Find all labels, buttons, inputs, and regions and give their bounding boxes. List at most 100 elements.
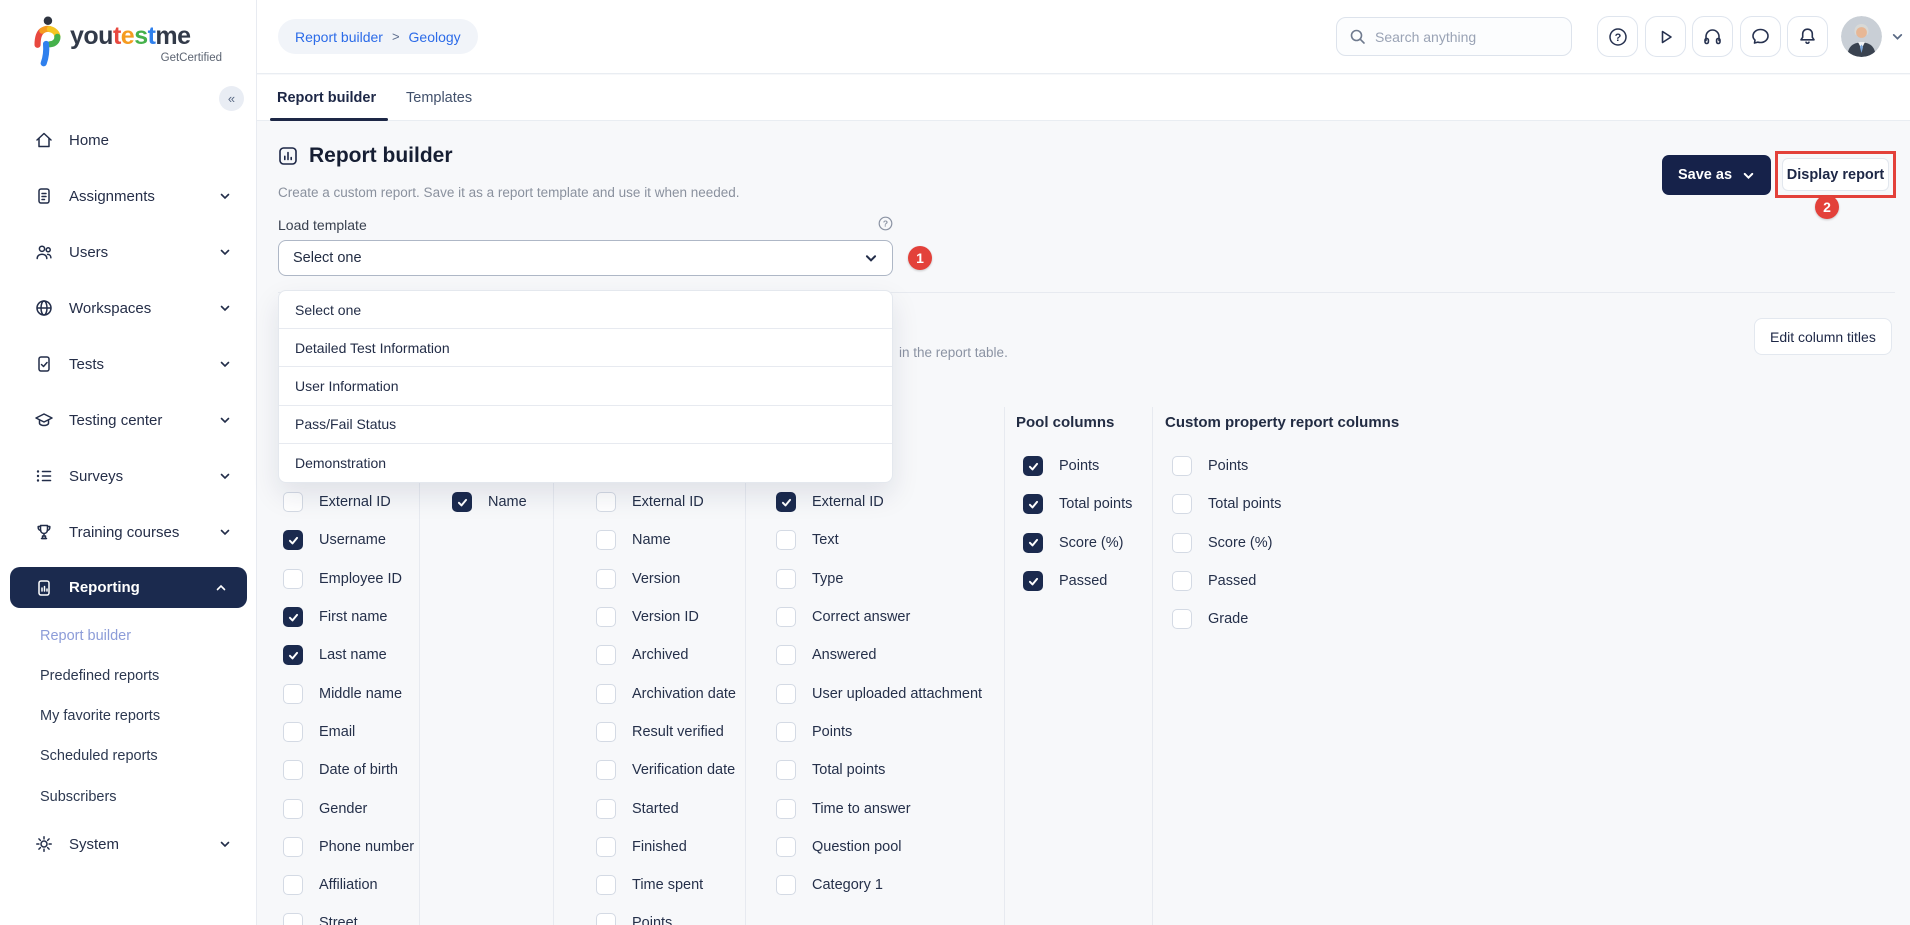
checkbox[interactable] xyxy=(1172,609,1192,630)
checkbox[interactable] xyxy=(596,683,616,704)
tab-report-builder[interactable]: Report builder xyxy=(277,90,377,106)
checkbox-item[interactable]: Finished xyxy=(596,828,736,866)
checkbox[interactable] xyxy=(1172,456,1192,477)
checkbox[interactable] xyxy=(776,683,796,704)
sidebar-item-training-courses[interactable]: Training courses xyxy=(0,504,257,560)
checkbox-item[interactable]: Total points xyxy=(776,751,982,789)
checkbox[interactable] xyxy=(776,607,796,628)
checkbox[interactable] xyxy=(283,836,303,857)
checkbox[interactable] xyxy=(283,875,303,896)
checkbox-item[interactable]: Category 1 xyxy=(776,866,982,904)
checkbox[interactable] xyxy=(776,645,796,666)
display-report-button[interactable]: Display report xyxy=(1782,158,1889,191)
checkbox-item[interactable]: Correct answer xyxy=(776,598,982,636)
notifications-button[interactable] xyxy=(1787,16,1828,57)
checkbox-item[interactable]: Points xyxy=(776,713,982,751)
checkbox-item[interactable]: External ID xyxy=(283,483,414,521)
avatar[interactable] xyxy=(1841,16,1882,57)
checkbox-item[interactable]: Date of birth xyxy=(283,751,414,789)
checkbox-item[interactable]: External ID xyxy=(776,483,982,521)
checkbox[interactable] xyxy=(452,492,472,513)
checkbox-item[interactable]: Name xyxy=(452,483,527,521)
breadcrumb-link-report-builder[interactable]: Report builder xyxy=(295,28,383,45)
tab-templates[interactable]: Templates xyxy=(406,90,473,106)
sidebar-item-reporting[interactable]: Reporting xyxy=(10,567,247,608)
dropdown-option[interactable]: Select one xyxy=(279,291,892,330)
sidebar-item-predefined-reports[interactable]: Predefined reports xyxy=(40,668,160,684)
checkbox-item[interactable]: Grade xyxy=(1172,600,1281,638)
checkbox[interactable] xyxy=(776,798,796,819)
checkbox[interactable] xyxy=(283,645,303,666)
checkbox-item[interactable]: Passed xyxy=(1172,562,1281,600)
checkbox[interactable] xyxy=(1172,494,1192,515)
checkbox-item[interactable]: Email xyxy=(283,713,414,751)
checkbox-item[interactable]: Archivation date xyxy=(596,674,736,712)
tutorial-play-button[interactable] xyxy=(1645,16,1686,57)
checkbox-item[interactable]: Question pool xyxy=(776,828,982,866)
sidebar-item-report-builder[interactable]: Report builder xyxy=(40,628,132,644)
checkbox-item[interactable]: Phone number xyxy=(283,828,414,866)
checkbox[interactable] xyxy=(596,568,616,589)
checkbox[interactable] xyxy=(1023,456,1043,477)
help-button[interactable]: ? xyxy=(1597,16,1638,57)
breadcrumb-link-geology[interactable]: Geology xyxy=(408,28,461,45)
search-input[interactable] xyxy=(1375,28,1545,45)
dropdown-option[interactable]: Detailed Test Information xyxy=(279,329,892,368)
checkbox-item[interactable]: Version xyxy=(596,560,736,598)
sidebar-item-subscribers[interactable]: Subscribers xyxy=(40,789,117,805)
checkbox-item[interactable]: Name xyxy=(596,521,736,559)
sidebar-item-scheduled-reports[interactable]: Scheduled reports xyxy=(40,748,158,764)
sidebar-item-assignments[interactable]: Assignments xyxy=(0,168,257,224)
checkbox-item[interactable]: External ID xyxy=(596,483,736,521)
checkbox[interactable] xyxy=(283,721,303,742)
sidebar-item-users[interactable]: Users xyxy=(0,224,257,280)
sidebar-item-system[interactable]: System xyxy=(0,816,257,872)
checkbox-item[interactable]: Employee ID xyxy=(283,560,414,598)
save-as-button[interactable]: Save as xyxy=(1662,155,1772,195)
checkbox-item[interactable]: Total points xyxy=(1172,485,1281,523)
checkbox-item[interactable]: Username xyxy=(283,521,414,559)
checkbox[interactable] xyxy=(776,875,796,896)
checkbox[interactable] xyxy=(596,645,616,666)
checkbox-item[interactable]: First name xyxy=(283,598,414,636)
sidebar-collapse-button[interactable]: « xyxy=(219,86,244,111)
checkbox-item[interactable]: Text xyxy=(776,521,982,559)
sidebar-item-my-favorite-reports[interactable]: My favorite reports xyxy=(40,708,161,724)
edit-column-titles-button[interactable]: Edit column titles xyxy=(1754,318,1892,355)
checkbox[interactable] xyxy=(1023,571,1043,592)
checkbox[interactable] xyxy=(596,798,616,819)
checkbox-item[interactable]: Affiliation xyxy=(283,866,414,904)
checkbox[interactable] xyxy=(776,760,796,781)
checkbox[interactable] xyxy=(283,607,303,628)
checkbox[interactable] xyxy=(283,492,303,513)
load-template-select[interactable]: Select one xyxy=(278,240,893,276)
checkbox[interactable] xyxy=(596,875,616,896)
checkbox-item[interactable]: Answered xyxy=(776,636,982,674)
checkbox-item[interactable]: Time spent xyxy=(596,866,736,904)
support-button[interactable] xyxy=(1692,16,1733,57)
checkbox[interactable] xyxy=(283,568,303,589)
sidebar-item-testing-center[interactable]: Testing center xyxy=(0,392,257,448)
checkbox-item[interactable]: Street xyxy=(283,904,414,925)
checkbox[interactable] xyxy=(283,530,303,551)
checkbox[interactable] xyxy=(596,492,616,513)
checkbox-item[interactable]: Middle name xyxy=(283,674,414,712)
checkbox[interactable] xyxy=(776,492,796,513)
search-box[interactable] xyxy=(1336,17,1572,56)
chat-button[interactable] xyxy=(1740,16,1781,57)
checkbox-item[interactable]: Started xyxy=(596,789,736,827)
checkbox[interactable] xyxy=(283,683,303,704)
checkbox-item[interactable]: Passed xyxy=(1023,562,1132,600)
checkbox-item[interactable]: Verification date xyxy=(596,751,736,789)
checkbox[interactable] xyxy=(596,913,616,925)
checkbox-item[interactable]: Last name xyxy=(283,636,414,674)
sidebar-item-tests[interactable]: Tests xyxy=(0,336,257,392)
dropdown-option[interactable]: Demonstration xyxy=(295,454,387,471)
info-icon[interactable]: ? xyxy=(878,216,893,236)
dropdown-option[interactable]: User Information xyxy=(279,367,892,406)
checkbox[interactable] xyxy=(596,721,616,742)
checkbox[interactable] xyxy=(283,913,303,925)
checkbox-item[interactable]: Gender xyxy=(283,789,414,827)
checkbox-item[interactable]: Result verified xyxy=(596,713,736,751)
checkbox-item[interactable]: Total points xyxy=(1023,485,1132,523)
